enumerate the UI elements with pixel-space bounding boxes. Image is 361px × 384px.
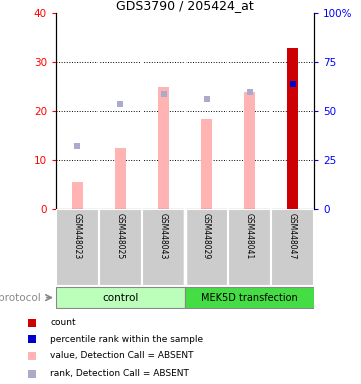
Text: GSM448025: GSM448025: [116, 213, 125, 259]
Text: control: control: [102, 293, 139, 303]
Text: value, Detection Call = ABSENT: value, Detection Call = ABSENT: [50, 351, 193, 360]
Bar: [158, 87, 169, 209]
Text: protocol: protocol: [0, 293, 41, 303]
Bar: [185, 287, 314, 308]
Title: GDS3790 / 205424_at: GDS3790 / 205424_at: [116, 0, 254, 12]
Bar: [185, 209, 228, 286]
Text: GSM448023: GSM448023: [73, 213, 82, 259]
Bar: [56, 209, 99, 286]
Text: GSM448029: GSM448029: [202, 213, 211, 259]
Bar: [142, 209, 185, 286]
Bar: [201, 119, 212, 209]
Bar: [99, 209, 142, 286]
Text: rank, Detection Call = ABSENT: rank, Detection Call = ABSENT: [50, 369, 189, 378]
Text: MEK5D transfection: MEK5D transfection: [201, 293, 298, 303]
Bar: [72, 182, 83, 209]
Text: percentile rank within the sample: percentile rank within the sample: [50, 334, 203, 344]
Text: count: count: [50, 318, 76, 327]
Bar: [287, 48, 298, 209]
Bar: [115, 148, 126, 209]
Bar: [228, 209, 271, 286]
Bar: [56, 287, 185, 308]
Text: GSM448041: GSM448041: [245, 213, 254, 259]
Bar: [287, 84, 298, 209]
Bar: [271, 209, 314, 286]
Text: GSM448047: GSM448047: [288, 213, 297, 260]
Text: GSM448043: GSM448043: [159, 213, 168, 260]
Bar: [244, 92, 255, 209]
